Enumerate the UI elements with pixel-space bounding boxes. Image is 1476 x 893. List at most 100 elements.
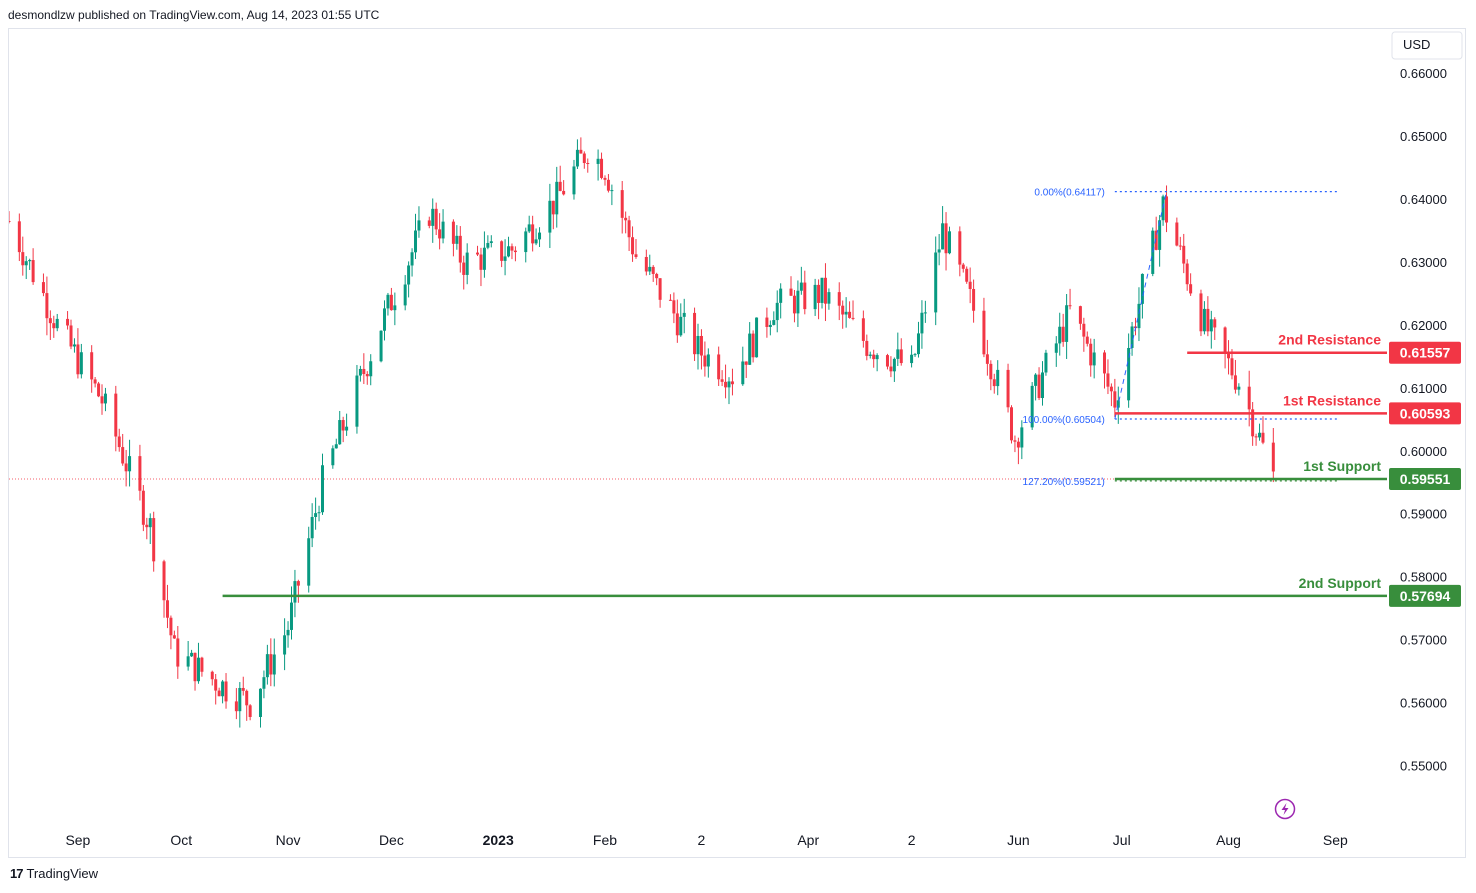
- candle-down: [551, 200, 555, 215]
- price-tag-box: [1389, 341, 1461, 364]
- candle-up: [1158, 220, 1162, 250]
- price-tick-label: 0.56000: [1400, 696, 1447, 711]
- candle-down: [631, 237, 635, 255]
- candle-up: [755, 317, 759, 358]
- candle-up: [393, 305, 397, 311]
- candle-down: [1213, 319, 1217, 328]
- candle-down: [476, 252, 480, 255]
- candle-up: [455, 235, 459, 244]
- candle-up: [369, 361, 373, 377]
- candle-down: [730, 381, 734, 385]
- candle-down: [823, 277, 827, 304]
- candle-down: [603, 177, 607, 180]
- candle-down: [675, 313, 679, 336]
- candle-down: [1006, 369, 1010, 408]
- candle-up: [920, 312, 924, 334]
- price-axis[interactable]: USD 0.66000 0.65000 0.64000 0.63000 0.62000 0.…: [1391, 31, 1463, 773]
- candle-down: [69, 325, 73, 347]
- candle-down: [1271, 442, 1275, 472]
- candle-up: [334, 444, 338, 449]
- candle-down: [21, 252, 25, 266]
- candle-down: [1078, 306, 1082, 324]
- candle-down: [744, 361, 748, 365]
- candle-down: [651, 266, 655, 274]
- candle-up: [1058, 326, 1062, 344]
- currency-button[interactable]: [1391, 31, 1463, 60]
- price-tag-box: [1389, 468, 1461, 491]
- candle-down: [1165, 196, 1169, 223]
- price-tag-label: 0.61557: [1400, 345, 1451, 361]
- candle-down: [1175, 222, 1179, 246]
- candle-down: [944, 223, 948, 254]
- price-chart[interactable]: 0.00%(0.64117) 100.00%(0.60504) 127.20%(0.…: [9, 29, 1465, 857]
- candle-up: [72, 344, 76, 347]
- candle-down: [141, 490, 145, 525]
- candle-up: [1030, 385, 1034, 428]
- candle-down: [224, 681, 228, 702]
- candle-up: [465, 252, 469, 275]
- lightning-icon[interactable]: [1274, 798, 1296, 820]
- candle-down: [1154, 230, 1158, 250]
- candle-up: [1034, 374, 1038, 386]
- price-tick-label: 0.61000: [1400, 381, 1447, 396]
- candle-down: [479, 254, 483, 270]
- candle-up: [345, 426, 349, 431]
- candle-up: [913, 354, 917, 356]
- candle-up: [868, 354, 872, 356]
- candle-down: [145, 524, 149, 528]
- candle-down: [1113, 391, 1117, 408]
- candle-down: [1223, 327, 1227, 353]
- candle-down: [965, 268, 969, 282]
- candle-down: [248, 705, 252, 717]
- time-tick-label: Feb: [593, 832, 617, 848]
- candle-down: [961, 264, 965, 269]
- price-tag-label: 0.57694: [1400, 588, 1451, 604]
- candle-down: [117, 436, 121, 448]
- candle-down: [165, 600, 169, 618]
- time-tick-label: Jul: [1113, 832, 1131, 848]
- time-tick-label: Sep: [65, 832, 90, 848]
- candle-up: [265, 654, 269, 678]
- candle-up: [796, 290, 800, 314]
- candle-down: [703, 355, 707, 367]
- candle-down: [458, 235, 462, 263]
- candle-down: [627, 220, 631, 238]
- candle-down: [510, 246, 514, 251]
- level-name-label: 2nd Resistance: [1278, 332, 1381, 348]
- candle-up: [1020, 427, 1024, 448]
- candle-down: [803, 282, 807, 310]
- time-tick-label: Dec: [379, 832, 404, 848]
- time-tick-label: 2: [698, 832, 706, 848]
- candle-up: [934, 252, 938, 313]
- candle-down: [172, 635, 176, 639]
- candle-down: [606, 179, 610, 191]
- candle-up: [190, 652, 194, 657]
- candle-down: [899, 349, 903, 364]
- candle-down: [138, 456, 142, 491]
- candle-down: [1189, 284, 1193, 294]
- candle-up: [128, 456, 132, 472]
- candle-up: [534, 239, 538, 244]
- candle-down: [1016, 441, 1020, 448]
- candle-down: [1185, 263, 1189, 285]
- candle-up: [417, 220, 421, 231]
- candle-down: [93, 379, 97, 384]
- candle-up: [55, 318, 59, 329]
- candle-down: [210, 671, 214, 680]
- time-tick-label: Sep: [1323, 832, 1348, 848]
- candle-up: [338, 420, 342, 445]
- candle-up: [910, 354, 914, 364]
- candle-down: [582, 153, 586, 164]
- candle-down: [558, 181, 562, 191]
- candle-up: [24, 261, 28, 266]
- candle-down: [699, 335, 703, 356]
- time-axis[interactable]: Sep Oct Nov Dec 2023 Feb 2 Apr 2 Jun Jul Aug Sep: [65, 832, 1348, 848]
- candle-down: [1103, 352, 1107, 374]
- time-tick-label: 2023: [483, 832, 514, 848]
- candle-down: [217, 690, 221, 697]
- candle-down: [968, 281, 972, 289]
- candle-up: [779, 288, 783, 303]
- candle-up: [1065, 305, 1069, 342]
- time-tick-label: Jun: [1007, 832, 1030, 848]
- candle-down: [1182, 245, 1186, 264]
